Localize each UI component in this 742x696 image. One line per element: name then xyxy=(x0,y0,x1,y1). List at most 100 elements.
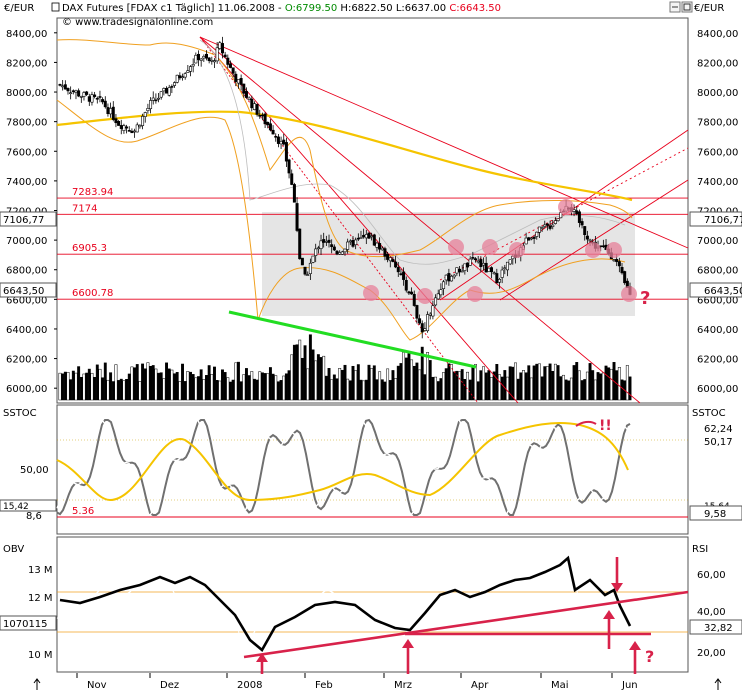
candle-body xyxy=(63,84,67,90)
volume-bar xyxy=(399,363,403,401)
candle-body xyxy=(111,106,115,120)
candle-body xyxy=(284,142,288,162)
candle-body xyxy=(210,59,214,62)
volume-bar xyxy=(380,379,384,401)
candle-body xyxy=(287,159,291,174)
candle-body xyxy=(212,60,216,63)
last-price-value: 6643,50 xyxy=(704,286,742,297)
candle-body xyxy=(375,242,379,248)
candle-body xyxy=(306,274,310,276)
obv-value: 1070115 xyxy=(3,619,48,630)
candle-body xyxy=(133,130,137,133)
maximize-button[interactable] xyxy=(681,1,693,13)
y-tick-label-left: 6000,00 xyxy=(6,384,47,395)
candle-body xyxy=(85,91,89,95)
rsi-tick-40: 40,00 xyxy=(697,607,726,618)
volume-bar xyxy=(466,371,469,401)
candle-body xyxy=(324,240,328,243)
candle-body xyxy=(236,79,240,84)
volume-bar xyxy=(426,352,430,401)
volume-bar xyxy=(303,345,307,401)
candle-body xyxy=(154,99,158,102)
volume-bar xyxy=(151,365,155,401)
volume-bar xyxy=(268,367,272,401)
scroll-arrows[interactable] xyxy=(33,678,722,690)
volume-bar xyxy=(412,365,416,401)
candle-body xyxy=(202,55,206,59)
candle-body xyxy=(340,251,344,255)
candle-body xyxy=(439,289,443,296)
volume-bar xyxy=(394,378,398,401)
candle-body xyxy=(197,53,201,61)
volume-bar xyxy=(271,373,275,401)
y-tick-label-left: 8400,00 xyxy=(6,29,47,40)
ma-price-tag-left xyxy=(0,211,57,227)
candle-body xyxy=(162,88,166,92)
volume-bar xyxy=(229,381,232,401)
candle-body xyxy=(82,92,86,97)
volume-bar xyxy=(205,375,208,401)
volume-bar xyxy=(244,368,248,401)
volume-bar xyxy=(474,364,477,401)
candle-body xyxy=(380,247,384,251)
volume-bar xyxy=(276,381,280,401)
candle-body xyxy=(583,226,587,235)
volume-bar xyxy=(583,379,587,401)
candle-body xyxy=(61,85,65,88)
volume-bar xyxy=(279,380,283,401)
candle-body xyxy=(396,267,400,273)
volume-bar xyxy=(500,376,504,401)
volume-bar xyxy=(167,368,171,401)
y-unit-label-right: €/EUR xyxy=(694,3,724,14)
candle-body xyxy=(535,231,539,237)
volume-bar xyxy=(460,369,464,401)
volume-bar xyxy=(66,372,70,401)
candle-body xyxy=(298,228,302,260)
candle-body xyxy=(460,270,464,273)
y-tick-label-left: 7400,00 xyxy=(6,177,47,188)
sstoc-exclaim: !! xyxy=(599,418,612,434)
window-controls[interactable] xyxy=(669,1,693,13)
volume-bar xyxy=(239,381,243,401)
candle-body xyxy=(404,280,408,291)
swing-marker xyxy=(363,285,379,301)
swing-marker xyxy=(558,199,574,215)
y-tick-label-left: 6200,00 xyxy=(6,355,47,366)
volume-bar xyxy=(199,369,203,401)
volume-bar xyxy=(284,373,288,401)
volume-bar xyxy=(127,373,131,401)
candle-body xyxy=(117,120,121,126)
candle-body xyxy=(553,220,557,224)
volume-bar xyxy=(490,377,493,401)
rsi-value-tag xyxy=(689,619,742,635)
volume-bar xyxy=(514,362,517,401)
candle-body xyxy=(601,245,605,248)
candle-body xyxy=(189,66,193,72)
support-line xyxy=(228,310,477,369)
y-tick-label-right: 8000,00 xyxy=(697,88,738,99)
bollinger-upper xyxy=(56,39,633,258)
candle-body xyxy=(346,241,350,250)
candle-body xyxy=(615,259,619,263)
volume-bar xyxy=(378,371,382,401)
candle-body xyxy=(482,262,486,266)
candle-body xyxy=(399,273,403,275)
swing-marker xyxy=(606,242,622,258)
candle-body xyxy=(66,88,70,92)
candle-body xyxy=(279,141,283,145)
volume-bar xyxy=(356,364,360,401)
volume-bar xyxy=(95,364,99,401)
candle-body xyxy=(215,47,219,62)
volume-bar xyxy=(535,363,539,401)
candle-body xyxy=(268,123,272,131)
volume-bar xyxy=(455,370,459,401)
candle-body xyxy=(71,90,75,92)
sstoc-slow-line xyxy=(56,418,631,516)
candle-body xyxy=(125,126,129,129)
scroll-up-left-icon[interactable] xyxy=(33,678,41,690)
candle-body xyxy=(255,104,259,115)
scroll-up-right-icon[interactable] xyxy=(714,678,722,690)
candle-body xyxy=(282,139,286,145)
y-tick-label-left: 7000,00 xyxy=(6,236,47,247)
candle-body xyxy=(146,108,150,112)
